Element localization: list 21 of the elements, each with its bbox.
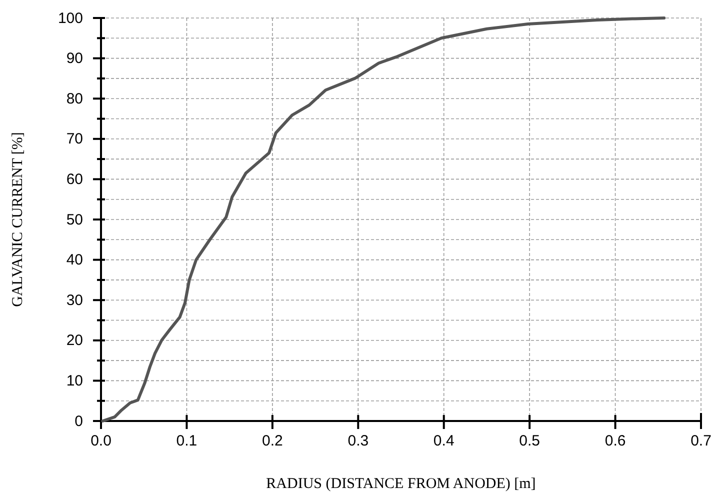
y-tick-label: 90	[66, 50, 83, 68]
x-tick-label: 0.1	[176, 432, 198, 450]
x-axis-title: RADIUS (DISTANCE FROM ANODE) [m]	[266, 476, 536, 492]
y-tick-label: 50	[66, 211, 83, 228]
y-axis-title: GALVANIC CURRENT [%]	[10, 132, 26, 307]
x-tick-label: 0.7	[690, 432, 712, 450]
x-tick-label: 0.0	[90, 432, 112, 450]
y-tick-label: 70	[66, 130, 83, 148]
y-tick-label: 30	[66, 292, 83, 309]
x-tick-label: 0.3	[348, 432, 369, 450]
y-tick-label: 10	[66, 372, 83, 390]
y-tick-label: 60	[66, 171, 83, 188]
y-tick-label: 20	[66, 332, 83, 350]
y-tick-label: 40	[66, 252, 83, 269]
y-tick-label: 80	[66, 90, 83, 108]
y-tick-label: 0	[74, 412, 83, 430]
x-tick-label: 0.5	[519, 432, 540, 450]
x-tick-label: 0.4	[433, 432, 454, 450]
y-tick-label: 100	[58, 10, 83, 27]
x-tick-label: 0.2	[262, 432, 283, 450]
x-tick-label: 0.6	[604, 432, 626, 450]
